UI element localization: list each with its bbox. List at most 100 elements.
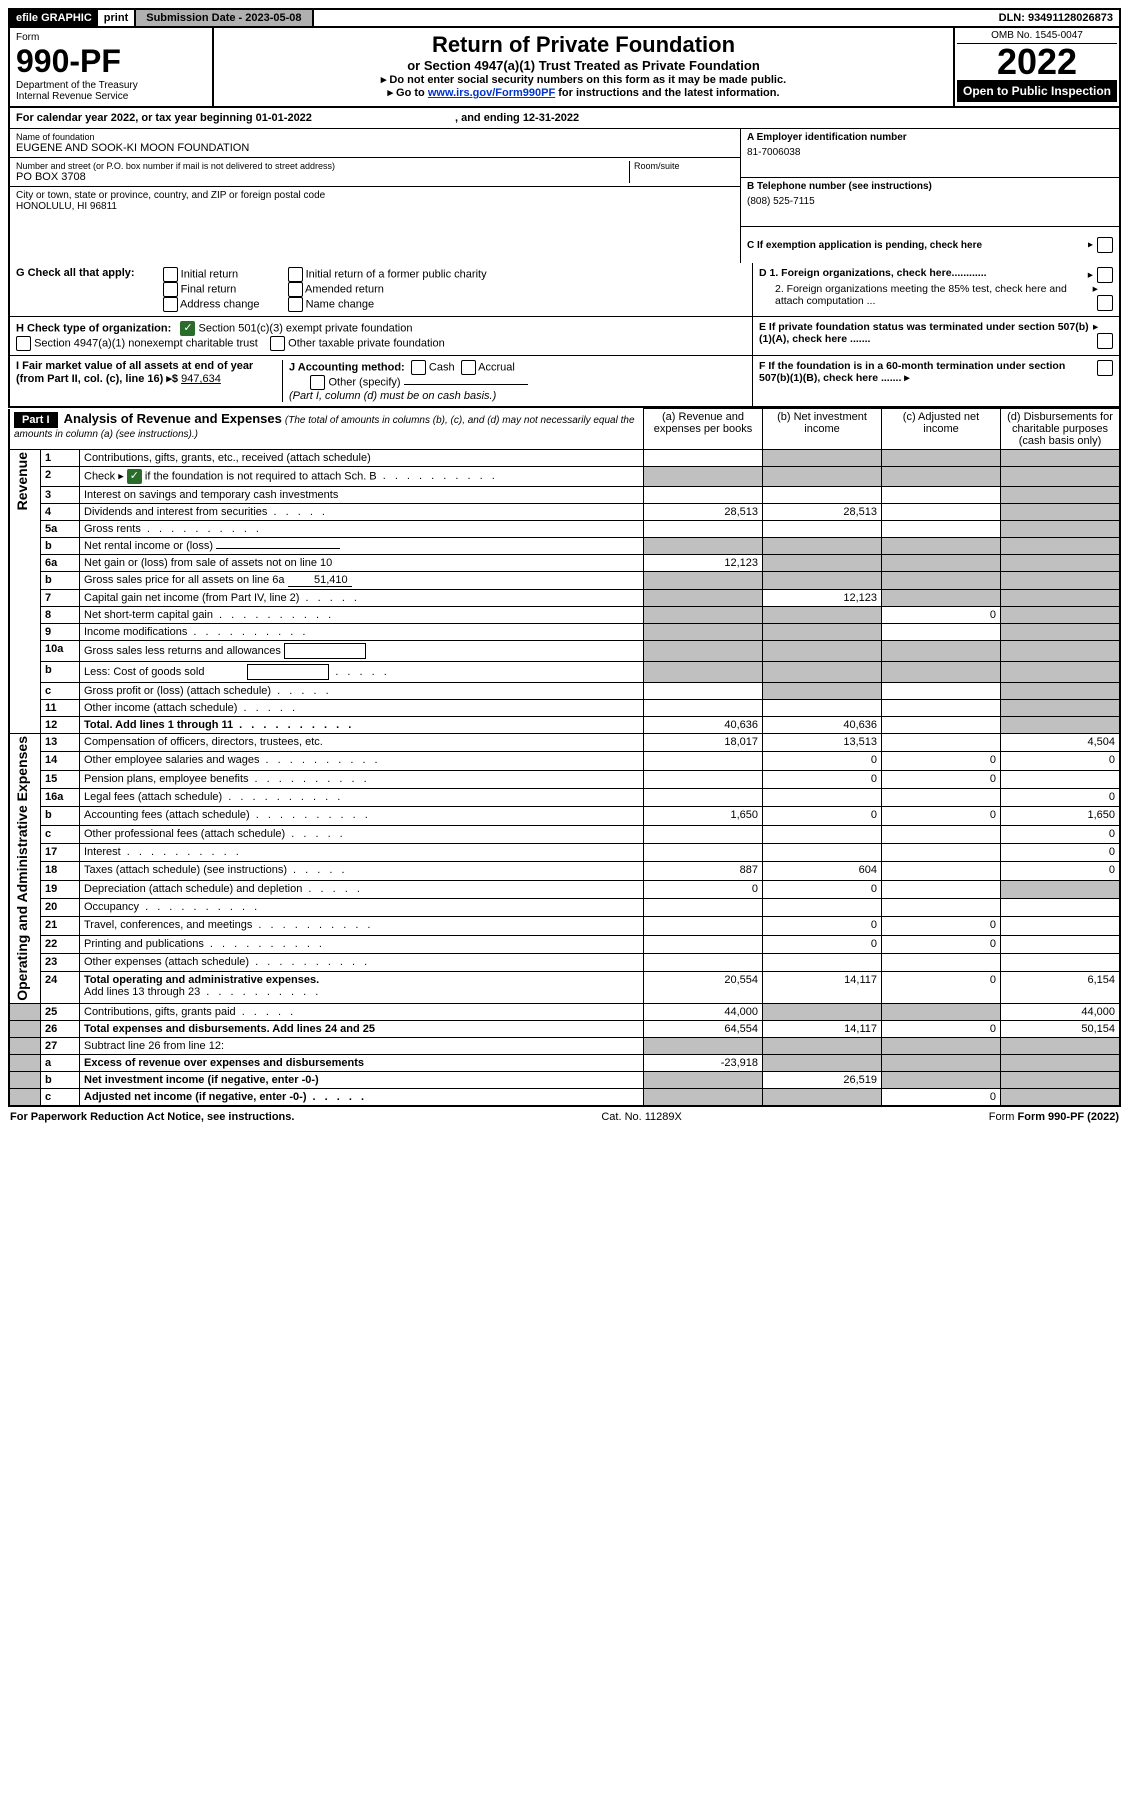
cell-a: 44,000 bbox=[644, 1003, 763, 1020]
part1-table: Part I Analysis of Revenue and Expenses … bbox=[8, 408, 1121, 1107]
g-addr-checkbox[interactable] bbox=[163, 297, 178, 312]
schb-checkbox[interactable] bbox=[127, 469, 142, 484]
row-desc: Accounting fees (attach schedule) bbox=[80, 807, 644, 825]
cell-c: 0 bbox=[882, 770, 1001, 788]
row-num: 15 bbox=[41, 770, 80, 788]
row-desc: Less: Cost of goods sold bbox=[80, 662, 644, 683]
row-num: 23 bbox=[41, 954, 80, 972]
form-subtitle: or Section 4947(a)(1) Trust Treated as P… bbox=[220, 58, 947, 73]
expenses-side-label: Operating and Administrative Expenses bbox=[14, 736, 30, 1001]
cell-a: 887 bbox=[644, 862, 763, 880]
h-section: H Check type of organization: Section 50… bbox=[8, 317, 1121, 356]
irs-label: Internal Revenue Service bbox=[16, 91, 206, 102]
top-bar: efile GRAPHIC print Submission Date - 20… bbox=[8, 8, 1121, 26]
phone-value: (808) 525-7115 bbox=[747, 196, 1113, 207]
table-row: 24Total operating and administrative exp… bbox=[9, 972, 1120, 1003]
cell-b: 0 bbox=[763, 752, 882, 770]
e-checkbox[interactable] bbox=[1097, 333, 1113, 349]
row-desc: Total operating and administrative expen… bbox=[80, 972, 644, 1003]
note2-pre: ▸ Go to bbox=[387, 87, 427, 99]
cell-c: 0 bbox=[882, 807, 1001, 825]
cell-c: 0 bbox=[882, 1088, 1001, 1106]
address-row: Number and street (or P.O. box number if… bbox=[10, 158, 740, 187]
cell-b: 28,513 bbox=[763, 504, 882, 521]
cell-a: 1,650 bbox=[644, 807, 763, 825]
footer-right: Form Form 990-PF (2022) bbox=[989, 1111, 1119, 1123]
h-501c3-checkbox[interactable] bbox=[180, 321, 195, 336]
g-amended-label: Amended return bbox=[305, 283, 384, 295]
cell-d: 50,154 bbox=[1001, 1020, 1121, 1037]
g-initial-label: Initial return bbox=[181, 268, 238, 280]
row-num: b bbox=[41, 572, 80, 590]
g-amended-checkbox[interactable] bbox=[288, 282, 303, 297]
j-cash-checkbox[interactable] bbox=[411, 360, 426, 375]
row-desc: Contributions, gifts, grants paid bbox=[80, 1003, 644, 1020]
cell-a: -23,918 bbox=[644, 1054, 763, 1071]
d2-checkbox[interactable] bbox=[1097, 295, 1113, 311]
f-label: F If the foundation is in a 60-month ter… bbox=[759, 360, 1093, 384]
tax-year: 2022 bbox=[957, 44, 1117, 80]
d1-checkbox[interactable] bbox=[1097, 267, 1113, 283]
row-num: 22 bbox=[41, 935, 80, 953]
row-num: 13 bbox=[41, 734, 80, 752]
table-row: 23Other expenses (attach schedule) bbox=[9, 954, 1120, 972]
row-num: 1 bbox=[41, 450, 80, 467]
d1-label: D 1. Foreign organizations, check here..… bbox=[759, 267, 987, 283]
cell-b: 13,513 bbox=[763, 734, 882, 752]
table-row: 6aNet gain or (loss) from sale of assets… bbox=[9, 555, 1120, 572]
g-label: G Check all that apply: bbox=[16, 267, 135, 279]
instructions-link[interactable]: www.irs.gov/Form990PF bbox=[428, 87, 555, 99]
row-num: 10a bbox=[41, 641, 80, 662]
cell-d: 0 bbox=[1001, 844, 1121, 862]
row-num: b bbox=[41, 662, 80, 683]
table-row: 18Taxes (attach schedule) (see instructi… bbox=[9, 862, 1120, 880]
j-accrual-checkbox[interactable] bbox=[461, 360, 476, 375]
row-num: b bbox=[41, 1071, 80, 1088]
row-num: 21 bbox=[41, 917, 80, 935]
cell-d: 0 bbox=[1001, 825, 1121, 843]
g-initial-pub-checkbox[interactable] bbox=[288, 267, 303, 282]
header-note1: ▸ Do not enter social security numbers o… bbox=[220, 73, 947, 86]
g-final-checkbox[interactable] bbox=[163, 282, 178, 297]
c-checkbox[interactable] bbox=[1097, 237, 1113, 253]
row-num: 24 bbox=[41, 972, 80, 1003]
g-initial-checkbox[interactable] bbox=[163, 267, 178, 282]
row-desc: Gross sales less returns and allowances bbox=[80, 641, 644, 662]
row-num: 18 bbox=[41, 862, 80, 880]
revenue-side-label: Revenue bbox=[14, 452, 30, 510]
c-label: C If exemption application is pending, c… bbox=[747, 240, 982, 251]
row-desc: Check ▸ if the foundation is not require… bbox=[80, 467, 644, 487]
row-num: 14 bbox=[41, 752, 80, 770]
row-desc: Net rental income or (loss) bbox=[80, 538, 644, 555]
cell-b: 0 bbox=[763, 807, 882, 825]
h-4947-checkbox[interactable] bbox=[16, 336, 31, 351]
row-desc: Other income (attach schedule) bbox=[80, 700, 644, 717]
row-desc: Gross profit or (loss) (attach schedule) bbox=[80, 683, 644, 700]
cell-a: 28,513 bbox=[644, 504, 763, 521]
row-desc: Capital gain net income (from Part IV, l… bbox=[80, 590, 644, 607]
entity-block: Name of foundation EUGENE AND SOOK-KI MO… bbox=[8, 129, 1121, 263]
cell-d: 6,154 bbox=[1001, 972, 1121, 1003]
table-row: 26Total expenses and disbursements. Add … bbox=[9, 1020, 1120, 1037]
row-num: c bbox=[41, 1088, 80, 1106]
g-addr-label: Address change bbox=[180, 298, 260, 310]
f-checkbox[interactable] bbox=[1097, 360, 1113, 376]
part1-label: Part I bbox=[14, 412, 58, 428]
g-name-checkbox[interactable] bbox=[288, 297, 303, 312]
row-desc: Interest bbox=[80, 844, 644, 862]
table-row: 3Interest on savings and temporary cash … bbox=[9, 487, 1120, 504]
h-other-checkbox[interactable] bbox=[270, 336, 285, 351]
j-note: (Part I, column (d) must be on cash basi… bbox=[289, 390, 746, 402]
cell-c: 0 bbox=[882, 752, 1001, 770]
cell-c: 0 bbox=[882, 935, 1001, 953]
j-other-checkbox[interactable] bbox=[310, 375, 325, 390]
row-desc: Subtract line 26 from line 12: bbox=[80, 1037, 644, 1054]
cell-c: 0 bbox=[882, 917, 1001, 935]
table-row: 12Total. Add lines 1 through 1140,63640,… bbox=[9, 717, 1120, 734]
open-public-label: Open to Public Inspection bbox=[957, 80, 1117, 102]
print-label[interactable]: print bbox=[98, 10, 134, 26]
row-num: 7 bbox=[41, 590, 80, 607]
table-row: cGross profit or (loss) (attach schedule… bbox=[9, 683, 1120, 700]
cell-b: 26,519 bbox=[763, 1071, 882, 1088]
foundation-name: EUGENE AND SOOK-KI MOON FOUNDATION bbox=[16, 142, 734, 154]
